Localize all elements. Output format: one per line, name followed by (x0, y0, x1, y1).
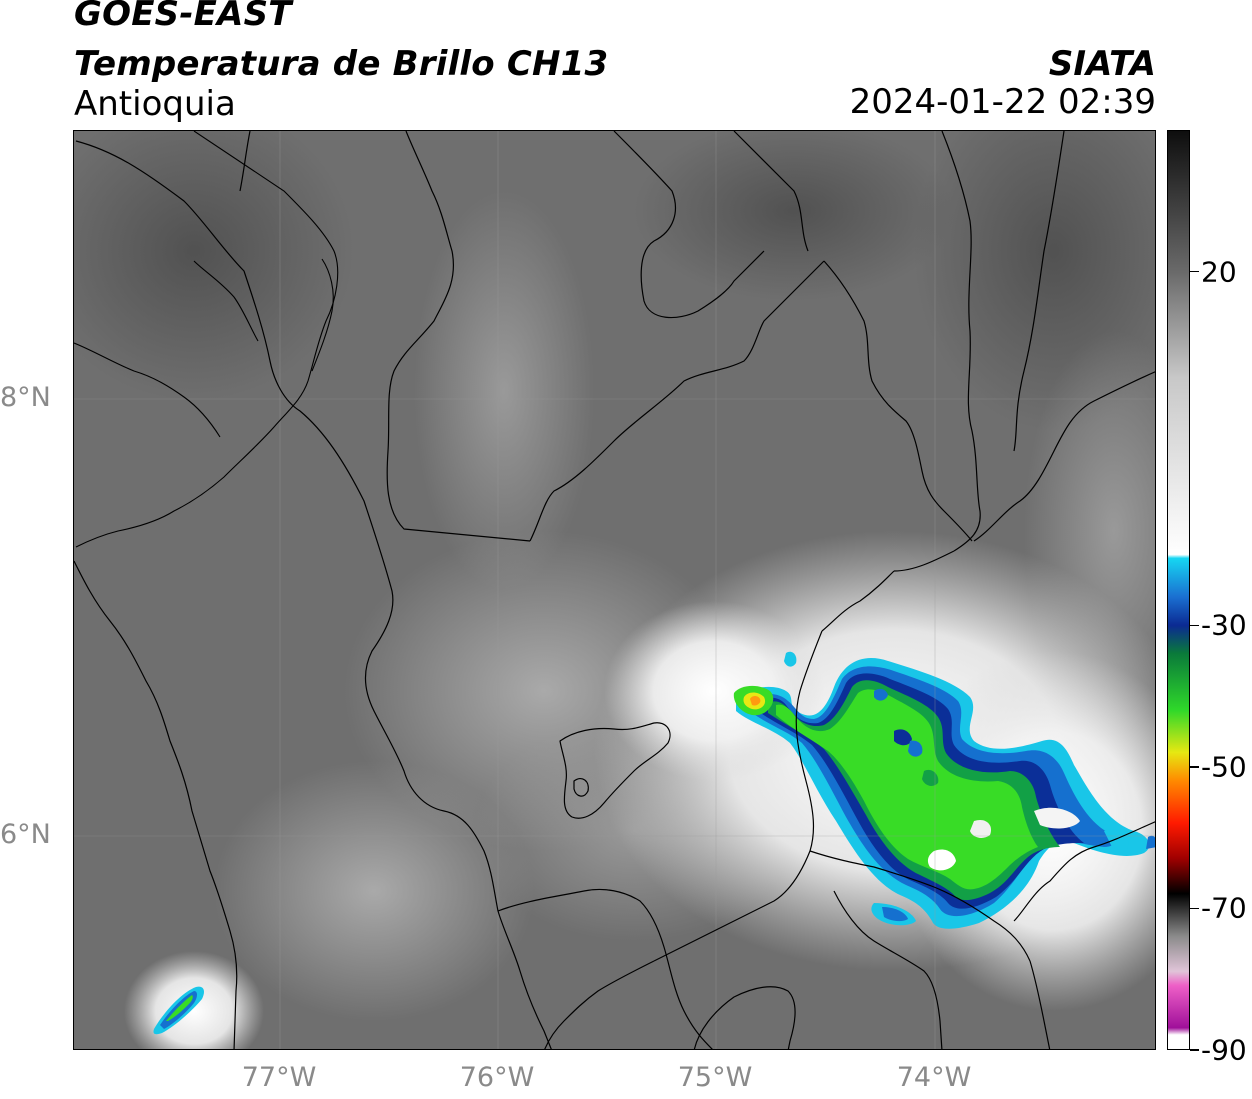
product-title: Temperatura de Brillo CH13 (74, 44, 609, 84)
lat-label-8n: 8°N (0, 382, 51, 413)
colorbar-tick-mark (1190, 1049, 1199, 1051)
colorbar-tick-label: -30 (1201, 608, 1247, 642)
colorbar-tick-label: -90 (1201, 1033, 1247, 1067)
political-boundaries (74, 131, 1155, 1049)
colorbar-tick-mark (1190, 270, 1199, 273)
brightness-temperature-map (74, 131, 1155, 1049)
colorbar-tick-label: 20 (1201, 255, 1237, 289)
lon-label-77w: 77°W (241, 1062, 317, 1093)
organization-label: SIATA (1048, 44, 1156, 84)
lon-label-76w: 76°W (459, 1062, 535, 1093)
datetime-label: 2024-01-22 02:39 (849, 82, 1156, 122)
convective-system-main (733, 651, 1155, 929)
region-title: Antioquia (74, 84, 236, 124)
colorbar-tick-label: -50 (1201, 750, 1247, 784)
lon-label-74w: 74°W (896, 1062, 972, 1093)
convective-system-small (153, 986, 204, 1035)
gridlines (74, 131, 1155, 1049)
lon-label-75w: 75°W (677, 1062, 753, 1093)
lat-label-6n: 6°N (0, 819, 51, 850)
colorbar-tick-label: -70 (1201, 891, 1247, 925)
satellite-title: GOES-EAST (74, 0, 292, 34)
colorbar-tick-mark (1190, 766, 1199, 768)
colorbar-tick-mark (1190, 624, 1199, 627)
coastline (74, 131, 339, 548)
colorbar-tick-mark (1190, 907, 1199, 910)
colorbar (1167, 130, 1190, 1050)
map-panel[interactable] (73, 130, 1156, 1050)
